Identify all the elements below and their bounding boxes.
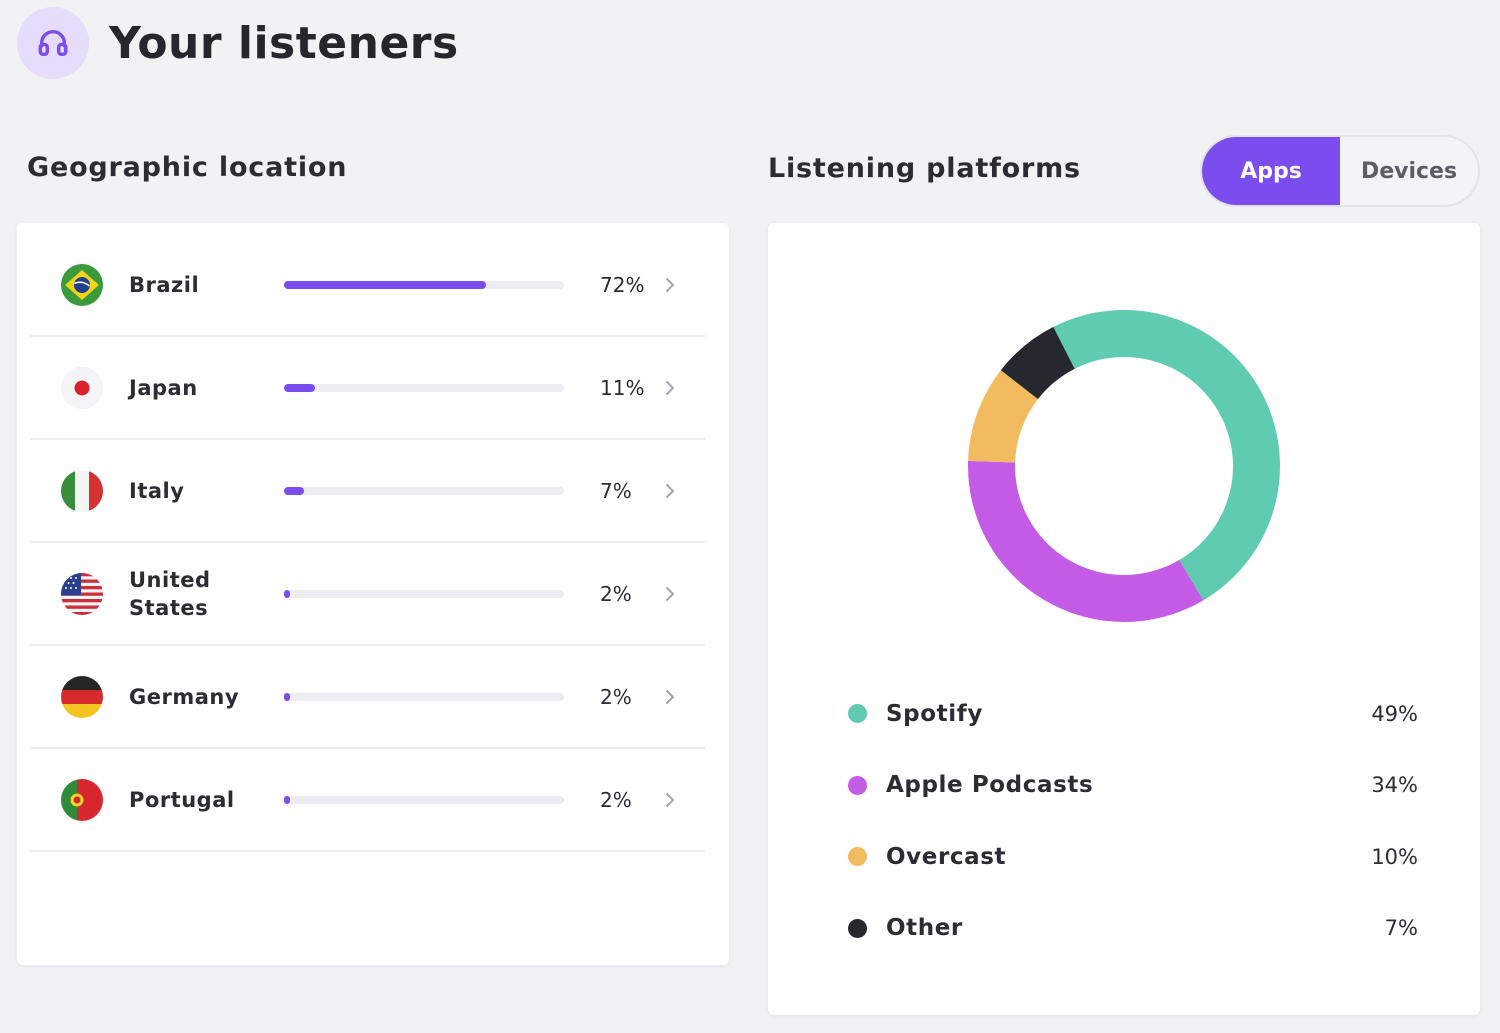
share-percent: 2%	[600, 581, 632, 606]
country-row-germany[interactable]: Germany 2%	[30, 646, 705, 749]
donut-slice-spotify	[1053, 310, 1280, 601]
country-name: Japan	[129, 375, 198, 400]
share-bar-fill	[284, 589, 290, 598]
headphones-icon	[17, 7, 89, 79]
share-bar-fill	[284, 692, 290, 701]
country-row-brazil[interactable]: Brazil 72%	[30, 234, 705, 337]
tab-apps[interactable]: Apps	[1202, 137, 1340, 205]
country-list: Brazil 72% Japan 11%	[30, 234, 705, 852]
geographic-location-title: Geographic location	[27, 152, 348, 183]
share-percent: 2%	[600, 787, 632, 812]
germany-flag-icon	[61, 675, 103, 718]
legend-item: Apple Podcasts 34%	[848, 750, 1418, 822]
chevron-right-icon	[666, 483, 675, 498]
japan-flag-icon	[61, 366, 103, 409]
country-name: Brazil	[129, 272, 200, 297]
geographic-location-card: Brazil 72% Japan 11%	[17, 223, 729, 965]
portugal-flag-icon	[61, 778, 103, 821]
chevron-right-icon	[666, 586, 675, 601]
legend-dot	[848, 775, 867, 795]
page-header: Your listeners	[17, 7, 459, 79]
us-flag-icon	[61, 572, 103, 615]
country-row-portugal[interactable]: Portugal 2%	[30, 749, 705, 852]
country-name: Germany	[129, 684, 240, 709]
share-bar	[284, 795, 564, 804]
chevron-right-icon	[666, 689, 675, 704]
share-bar	[284, 486, 564, 495]
legend-value: 7%	[1384, 916, 1418, 941]
page-title: Your listeners	[109, 17, 459, 69]
share-percent: 2%	[600, 684, 632, 709]
share-bar-fill	[284, 795, 290, 804]
italy-flag-icon	[61, 469, 103, 512]
legend-value: 34%	[1371, 773, 1418, 798]
legend-value: 49%	[1371, 701, 1418, 726]
listening-platforms-title: Listening platforms	[768, 153, 1081, 184]
legend-label: Apple Podcasts	[886, 772, 1094, 799]
share-bar	[284, 280, 564, 289]
brazil-flag-icon	[61, 263, 103, 306]
legend-dot	[848, 704, 867, 724]
tab-devices[interactable]: Devices	[1360, 158, 1458, 184]
country-row-japan[interactable]: Japan 11%	[30, 337, 705, 440]
share-percent: 7%	[600, 478, 632, 503]
legend-item: Overcast 10%	[848, 821, 1418, 893]
legend-dot	[848, 918, 867, 938]
legend-value: 10%	[1371, 844, 1418, 869]
legend-dot	[848, 847, 867, 867]
donut-slice-apple-podcasts	[968, 460, 1204, 622]
share-bar-fill	[284, 280, 486, 289]
country-row-united-states[interactable]: United States 2%	[30, 543, 705, 646]
share-bar	[284, 383, 564, 392]
legend-label: Other	[886, 915, 963, 942]
country-name: Portugal	[129, 787, 235, 812]
chevron-right-icon	[666, 380, 675, 395]
share-bar	[284, 589, 564, 598]
chevron-right-icon	[666, 277, 675, 292]
share-bar-fill	[284, 383, 315, 392]
platform-legend: Spotify 49% Apple Podcasts 34% Overcast …	[848, 678, 1418, 964]
legend-label: Overcast	[886, 843, 1007, 870]
donut-slice-overcast	[968, 370, 1038, 463]
share-bar	[284, 692, 564, 701]
legend-label: Spotify	[886, 700, 983, 727]
listening-platforms-card: Spotify 49% Apple Podcasts 34% Overcast …	[768, 223, 1480, 1015]
country-name: Italy	[129, 478, 185, 503]
legend-item: Other 7%	[848, 893, 1418, 965]
platform-donut-chart	[968, 310, 1280, 622]
share-percent: 72%	[600, 272, 645, 297]
share-bar-fill	[284, 486, 304, 495]
country-name: United States	[129, 567, 211, 620]
platform-view-toggle: Apps Devices	[1200, 135, 1480, 207]
donut-slice-other	[1000, 326, 1075, 400]
legend-item: Spotify 49%	[848, 678, 1418, 750]
country-row-italy[interactable]: Italy 7%	[30, 440, 705, 543]
chevron-right-icon	[666, 792, 675, 807]
share-percent: 11%	[600, 375, 645, 400]
